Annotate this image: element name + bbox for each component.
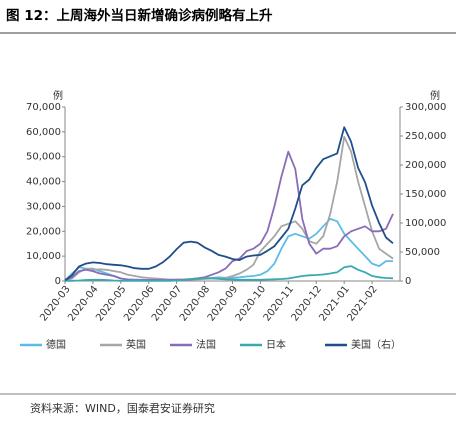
y2-axis-label: 例 [430, 89, 440, 102]
y2-tick-label: 50,000 [405, 247, 440, 258]
legend-label: 英国 [126, 338, 146, 351]
y-tick-label: 30,000 [26, 201, 61, 212]
y-tick-label: 70,000 [26, 102, 61, 113]
legend-label: 美国（右） [351, 338, 401, 351]
line-series [64, 265, 394, 282]
line-series [64, 150, 394, 282]
y2-tick-label: 300,000 [405, 102, 446, 113]
y-axis-label: 例 [53, 89, 63, 102]
y2-tick-label: 100,000 [405, 218, 446, 229]
legend-label: 法国 [196, 338, 216, 351]
legend-label: 德国 [46, 338, 66, 351]
line-series [64, 135, 394, 282]
y2-tick-label: 250,000 [405, 131, 446, 142]
line-series [64, 126, 394, 282]
y-tick-label: 20,000 [26, 226, 61, 237]
y2-tick-label: 150,000 [405, 189, 446, 200]
y-tick-label: 50,000 [26, 152, 61, 163]
y2-tick-label: 200,000 [405, 160, 446, 171]
y-tick-label: 10,000 [26, 251, 61, 262]
y-tick-label: 0 [55, 276, 61, 287]
chart-title: 图 12：上周海外当日新增确诊病例略有上升 [6, 7, 273, 24]
source: 资料来源：WIND，国泰君安证券研究 [30, 401, 215, 415]
y-tick-label: 40,000 [26, 177, 61, 188]
y-tick-label: 60,000 [26, 127, 61, 138]
legend-label: 日本 [266, 338, 286, 351]
y2-tick-label: 0 [405, 276, 411, 287]
